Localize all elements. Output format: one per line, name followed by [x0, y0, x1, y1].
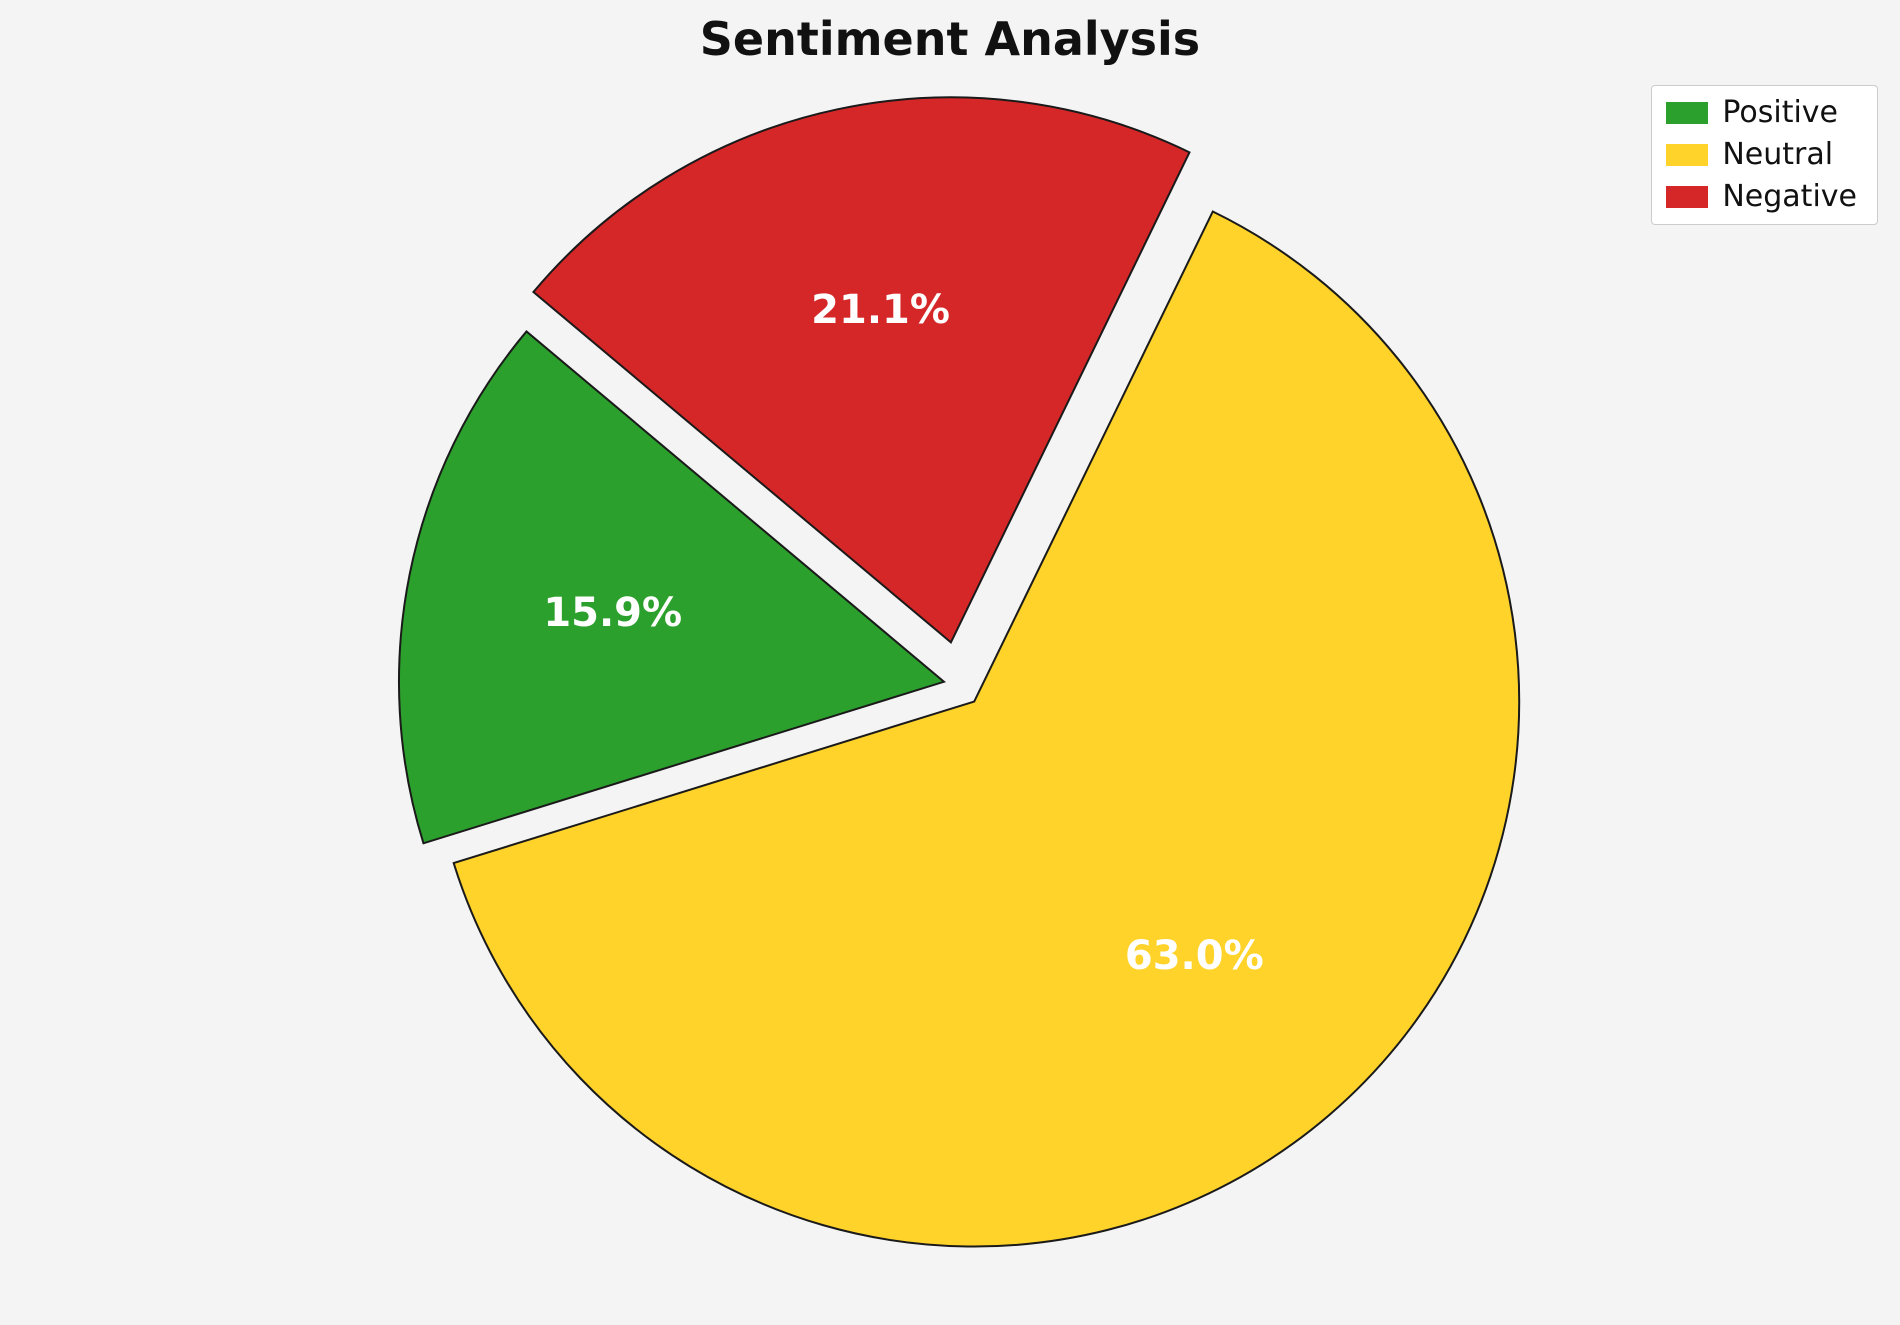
legend-item-negative: Negative	[1666, 182, 1857, 212]
slice-label-neutral: 63.0%	[1125, 933, 1264, 979]
slice-label-positive: 15.9%	[543, 590, 682, 636]
chart-title: Sentiment Analysis	[699, 12, 1201, 66]
legend-label-negative: Negative	[1722, 179, 1857, 214]
legend-item-neutral: Neutral	[1666, 140, 1857, 170]
legend-label-positive: Positive	[1722, 95, 1839, 130]
legend-swatch-positive	[1666, 102, 1709, 124]
pie-slice-neutral	[452, 210, 1521, 1248]
legend-label-neutral: Neutral	[1722, 137, 1834, 172]
pie-slice-negative	[532, 96, 1191, 644]
legend-swatch-neutral	[1666, 144, 1709, 166]
legend-swatch-negative	[1666, 186, 1709, 208]
pie-slice-positive	[398, 330, 947, 845]
legend-item-positive: Positive	[1666, 98, 1857, 128]
legend: Positive Neutral Negative	[1651, 85, 1878, 225]
slice-label-negative: 21.1%	[811, 287, 950, 333]
